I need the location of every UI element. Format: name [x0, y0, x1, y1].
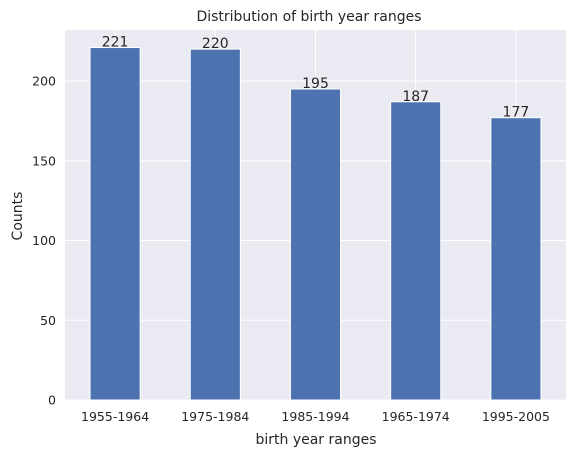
- bar: [189, 48, 241, 401]
- x-axis-label: birth year ranges: [255, 432, 376, 448]
- bars: [89, 47, 542, 401]
- data-label: 195: [302, 76, 329, 92]
- x-tick-label: 1985-1994: [281, 409, 349, 424]
- y-tick-label: 50: [40, 313, 56, 328]
- y-tick-label: 100: [32, 233, 56, 248]
- y-tick-label: 0: [48, 393, 56, 408]
- x-tick-label: 1955-1964: [81, 409, 149, 424]
- y-axis-ticks: 0 50 100 150 200: [32, 74, 56, 408]
- bar: [490, 117, 542, 401]
- x-tick-label: 1975-1984: [181, 409, 249, 424]
- y-axis-label: Counts: [10, 192, 26, 241]
- data-label: 220: [202, 36, 229, 52]
- data-label: 221: [102, 35, 129, 51]
- x-tick-label: 1995-2005: [482, 409, 550, 424]
- data-label: 187: [402, 89, 429, 105]
- y-tick-label: 150: [32, 153, 56, 168]
- chart-title: Distribution of birth year ranges: [196, 9, 421, 25]
- y-tick-label: 200: [32, 74, 56, 89]
- x-axis-ticks: 1955-1964 1975-1984 1985-1994 1965-1974 1995…: [81, 409, 550, 424]
- bar: [89, 47, 141, 401]
- data-labels: 221 220 195 187 177: [102, 35, 530, 121]
- bar: [289, 88, 342, 401]
- x-tick-label: 1965-1974: [382, 409, 450, 424]
- data-label: 177: [503, 105, 530, 121]
- bar: [390, 101, 442, 401]
